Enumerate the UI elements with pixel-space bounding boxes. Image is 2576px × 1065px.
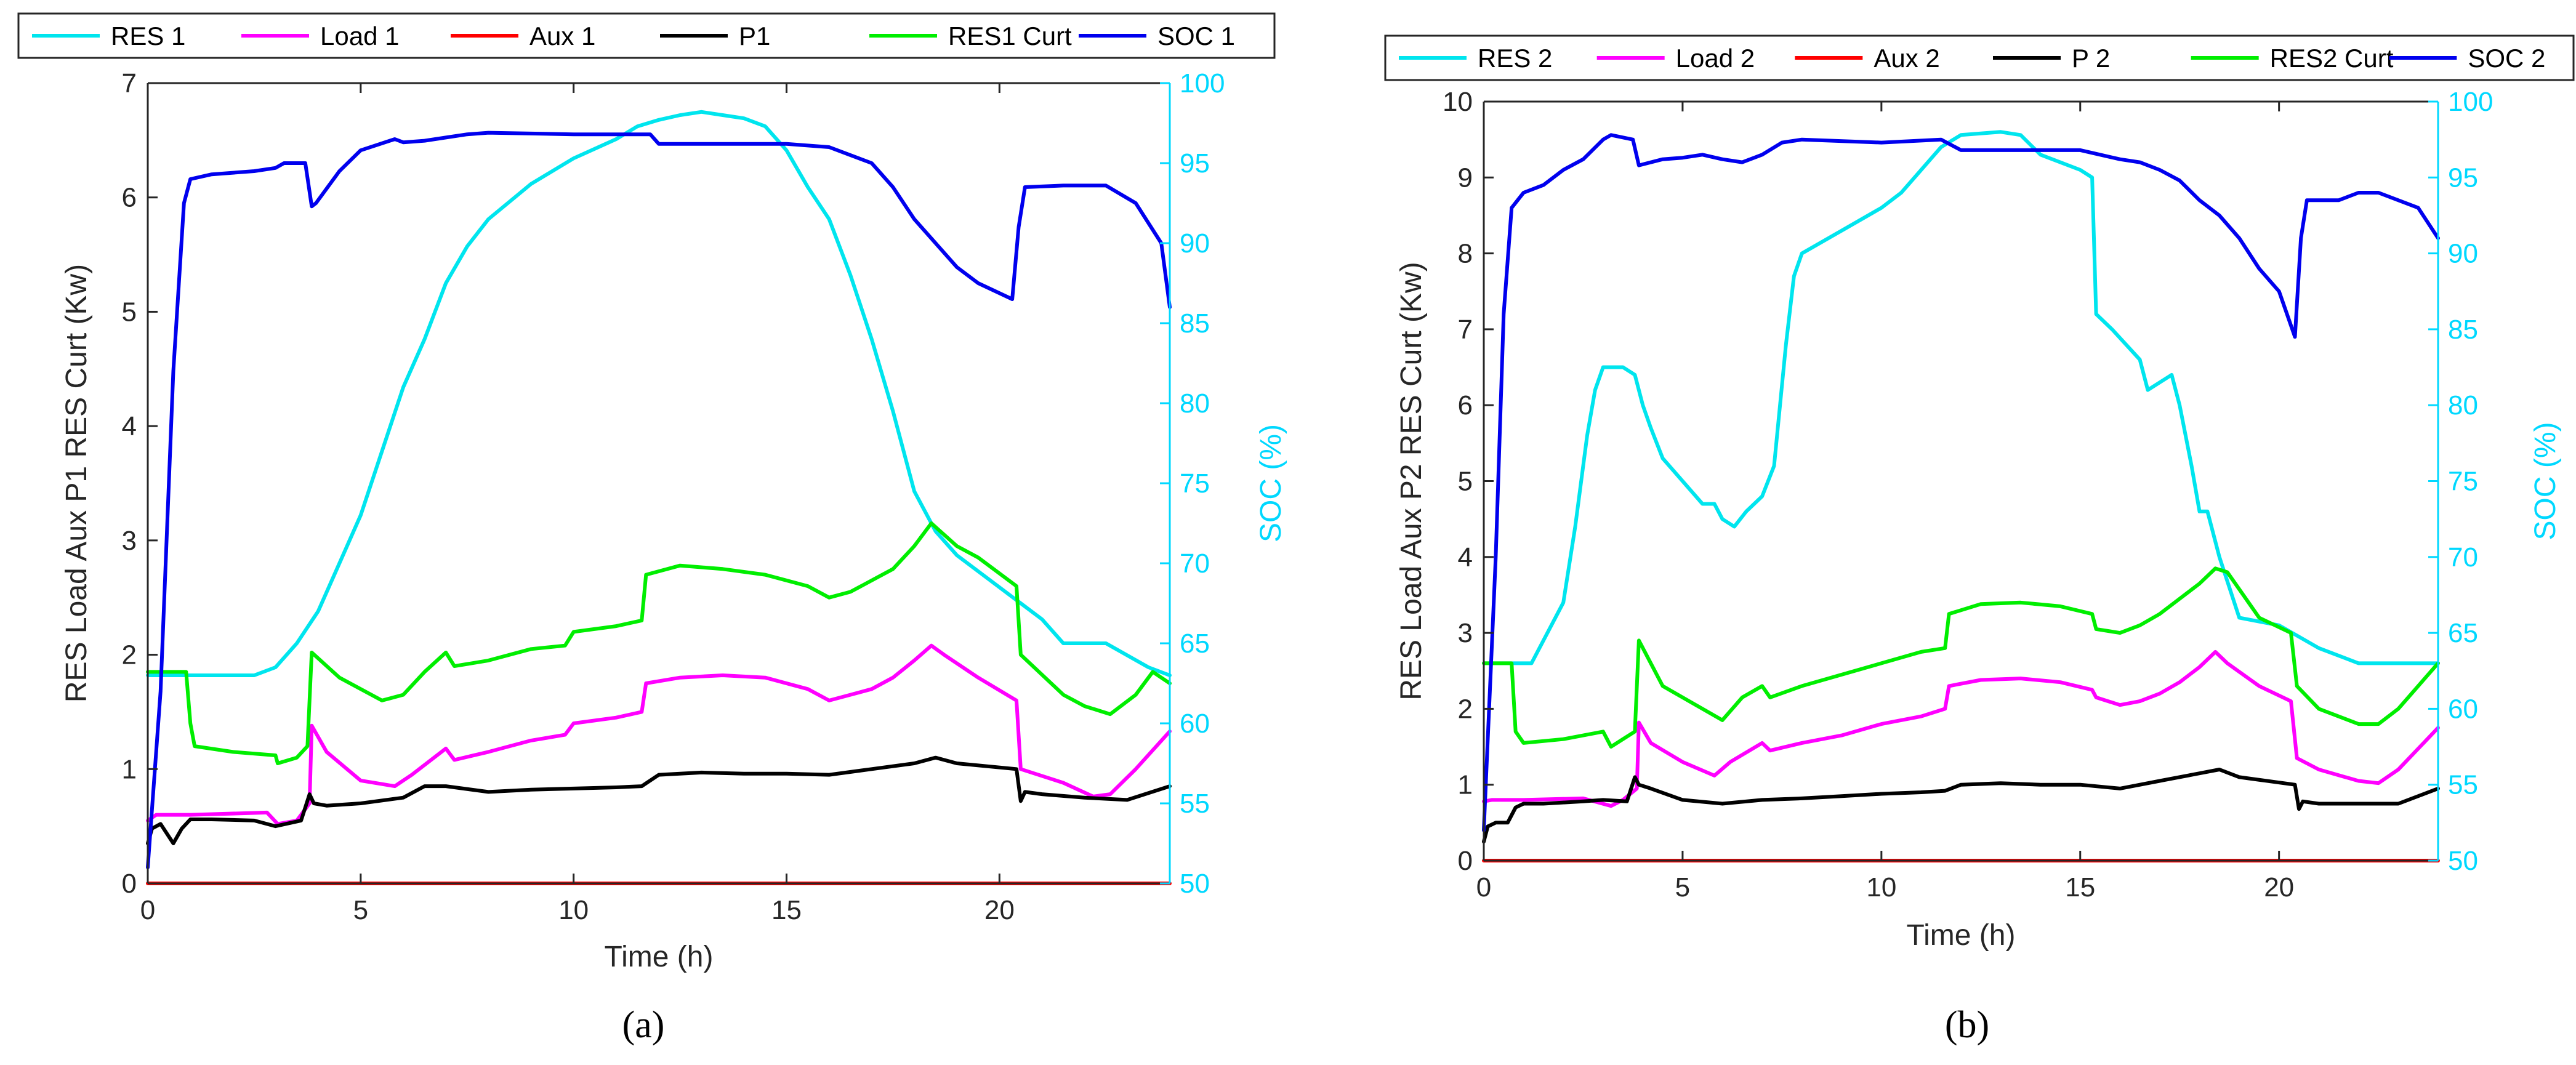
y-tick-label-left: 4	[1458, 542, 1473, 573]
y-tick-label-left: 1	[1458, 770, 1473, 800]
y-tick-label-left: 7	[1458, 315, 1473, 345]
y-tick-label-right: 75	[2448, 467, 2478, 497]
y-tick-label-left: 6	[122, 183, 137, 213]
panel-label: (a)	[622, 1004, 665, 1046]
y-tick-label-right: 85	[1180, 308, 1210, 339]
y-tick-label-left: 8	[1458, 239, 1473, 269]
x-tick-label: 20	[2264, 872, 2294, 902]
legend-label: P1	[739, 22, 770, 50]
y-tick-label-left: 0	[1458, 846, 1473, 876]
y-tick-label-right: 95	[1180, 148, 1210, 179]
series-line-load-1	[146, 643, 1172, 826]
y-tick-label-left: 4	[122, 411, 137, 441]
y-axis-label-left: RES Load Aux P1 RES Curt (Kw)	[60, 264, 93, 702]
y-tick-label-right: 60	[1180, 709, 1210, 739]
y-tick-label-left: 0	[122, 869, 137, 899]
plot-area	[1484, 102, 2438, 861]
y-tick-label-left: 3	[122, 526, 137, 556]
y-axis-label-right: SOC (%)	[2529, 422, 2562, 541]
chart-panel-a: 0 5 10 15 20 0 1 2 3 4 5 6 7 50 55 60 65 70 75 80 85 90 95 100 T…	[17, 12, 1287, 1046]
series-line-p1	[146, 755, 1172, 845]
y-tick-label-left: 7	[122, 68, 137, 98]
series-line-soc-2	[1482, 133, 2440, 832]
y-tick-label-right: 50	[1180, 869, 1210, 899]
x-tick-label: 5	[1675, 872, 1690, 902]
y-tick-label-left: 9	[1458, 163, 1473, 193]
y-tick-label-right: 100	[1180, 68, 1225, 98]
legend-box	[1384, 34, 2575, 81]
y-tick-label-right: 50	[2448, 846, 2478, 876]
x-tick-label: 10	[1866, 872, 1896, 902]
legend-label: Aux 1	[529, 22, 595, 50]
legend-label: RES 1	[111, 22, 185, 50]
y-tick-label-left: 5	[122, 297, 137, 327]
legend-label: Aux 2	[1874, 44, 1939, 73]
y-tick-label-right: 75	[1180, 468, 1210, 499]
y-tick-label-right: 70	[2448, 542, 2478, 573]
legend-label: RES1 Curt	[948, 22, 1072, 50]
y-tick-label-left: 5	[1458, 467, 1473, 497]
y-tick-label-left: 2	[1458, 694, 1473, 724]
x-axis-label: Time (h)	[1907, 919, 2016, 952]
x-tick-label: 15	[771, 895, 802, 925]
series-line-res-2	[1482, 130, 2440, 665]
x-tick-label: 20	[984, 895, 1015, 925]
x-tick-label: 10	[558, 895, 589, 925]
y-tick-label-right: 65	[1180, 629, 1210, 659]
y-tick-label-right: 85	[2448, 315, 2478, 345]
y-tick-label-right: 95	[2448, 163, 2478, 193]
x-tick-label: 0	[1476, 872, 1491, 902]
series-line-load-2	[1482, 649, 2440, 808]
chart-panel-b: 0 5 10 15 20 0 1 2 3 4 5 6 7 8 9 10 50 55 60 65 70 75 80 85 90 95…	[1384, 34, 2575, 1046]
y-tick-label-right: 100	[2448, 87, 2493, 117]
y-tick-label-right: 70	[1180, 549, 1210, 579]
series-line-soc-1	[146, 131, 1172, 869]
legend-label: RES 2	[1478, 44, 1552, 73]
y-tick-label-left: 2	[122, 640, 137, 670]
y-tick-label-right: 55	[2448, 770, 2478, 800]
y-tick-label-left: 6	[1458, 390, 1473, 420]
y-axis-label-right: SOC (%)	[1255, 424, 1287, 542]
y-tick-label-right: 60	[2448, 694, 2478, 724]
series-line-res2-curt	[1482, 566, 2440, 749]
y-tick-label-right: 80	[2448, 390, 2478, 420]
legend-label: SOC 1	[1157, 22, 1235, 50]
x-tick-label: 5	[353, 895, 368, 925]
series-line-res-1	[146, 110, 1172, 677]
y-axis-label-left: RES Load Aux P2 RES Curt (Kw)	[1395, 262, 1428, 700]
legend-label: P 2	[2072, 44, 2110, 73]
x-tick-label: 15	[2065, 872, 2095, 902]
series-line-p-2	[1482, 768, 2440, 844]
y-tick-label-right: 90	[2448, 239, 2478, 269]
y-tick-label-left: 1	[122, 754, 137, 784]
legend-label: Load 1	[320, 22, 399, 50]
series-line-res1-curt	[146, 521, 1172, 765]
y-tick-label-right: 80	[1180, 388, 1210, 419]
y-tick-label-right: 55	[1180, 789, 1210, 819]
x-tick-label: 0	[140, 895, 155, 925]
y-tick-label-right: 90	[1180, 228, 1210, 259]
legend-label: Load 2	[1676, 44, 1755, 73]
y-tick-label-right: 65	[2448, 618, 2478, 648]
x-axis-label: Time (h)	[605, 941, 714, 973]
legend-label: RES2 Curt	[2270, 44, 2394, 73]
plot-area	[148, 83, 1170, 883]
panel-label: (b)	[1945, 1004, 1989, 1046]
y-tick-label-left: 3	[1458, 618, 1473, 648]
y-tick-label-left: 10	[1443, 87, 1473, 117]
legend-box	[17, 12, 1276, 59]
legend-label: SOC 2	[2468, 44, 2545, 73]
